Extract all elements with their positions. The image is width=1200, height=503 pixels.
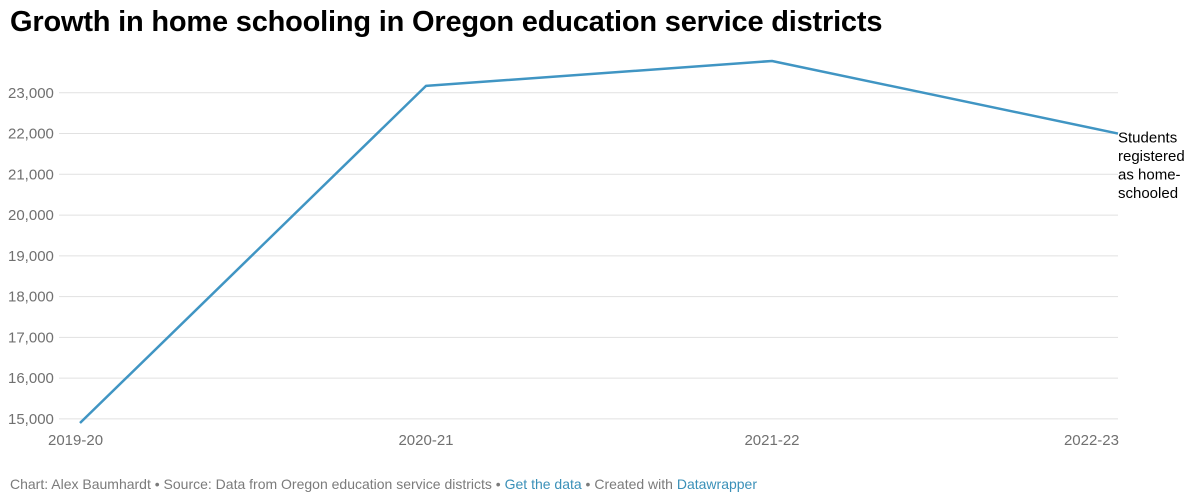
datawrapper-link[interactable]: Datawrapper: [676, 476, 757, 492]
series-label-line: schooled: [1118, 185, 1178, 202]
footer: Chart: Alex Baumhardt • Source: Data fro…: [10, 476, 757, 492]
footer-separator: •: [581, 476, 595, 492]
footer-created-with: Created with: [594, 476, 677, 492]
gridlines: [59, 92, 1118, 420]
y-tick-label: 16,000: [8, 370, 54, 387]
get-data-link[interactable]: Get the data: [504, 476, 582, 492]
x-tick-label: 2020-21: [398, 432, 453, 449]
x-tick-label: 2022-23: [1064, 432, 1119, 449]
series-line: [79, 59, 1119, 424]
footer-separator: •: [150, 476, 164, 492]
x-tick-label: 2021-22: [744, 432, 799, 449]
y-axis-ticks: 15,000 16,000 17,000 18,000 19,000 20,000 21,0…: [8, 85, 54, 428]
line-chart: 15,000 16,000 17,000 18,000 19,000 20,000 21,0…: [8, 59, 1185, 449]
footer-author: Chart: Alex Baumhardt: [10, 476, 151, 492]
y-tick-label: 17,000: [8, 329, 54, 346]
y-tick-label: 21,000: [8, 166, 54, 183]
series-label-line: Students: [1118, 130, 1177, 147]
y-tick-label: 18,000: [8, 289, 54, 306]
y-tick-label: 15,000: [8, 411, 54, 428]
chart-title: Growth in home schooling in Oregon educa…: [10, 6, 883, 38]
x-tick-label: 2019-20: [48, 432, 103, 449]
y-tick-label: 23,000: [8, 85, 54, 102]
footer-separator: •: [491, 476, 505, 492]
series-label-line: registered: [1118, 148, 1185, 165]
y-tick-label: 22,000: [8, 126, 54, 143]
y-tick-label: 19,000: [8, 248, 54, 265]
series-label-line: as home-: [1118, 167, 1181, 184]
x-axis-ticks: 2019-20 2020-21 2021-22 2022-23: [48, 432, 1119, 449]
series-group: [79, 59, 1119, 424]
footer-source: Source: Data from Oregon education servi…: [163, 476, 492, 492]
y-tick-label: 20,000: [8, 207, 54, 224]
